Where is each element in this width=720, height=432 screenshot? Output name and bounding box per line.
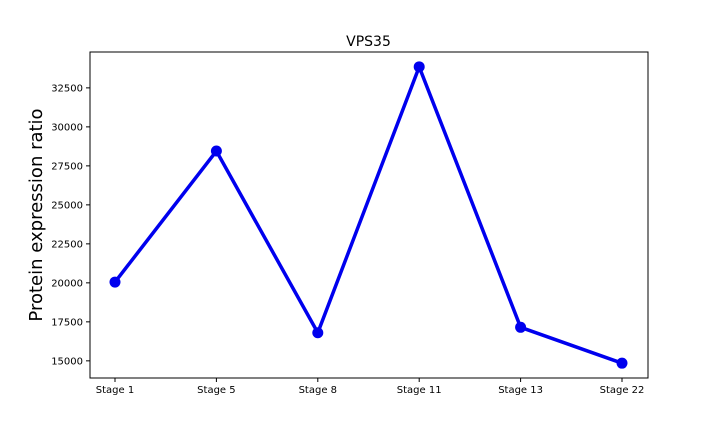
chart-title: VPS35 bbox=[346, 34, 391, 50]
x-axis-ticks: Stage 1 Stage 5 Stage 8 Stage 11 Stage 13 Sta… bbox=[96, 378, 645, 396]
y-tick-label: 27500 bbox=[51, 161, 83, 172]
x-tick-label: Stage 13 bbox=[498, 385, 543, 396]
data-point bbox=[413, 61, 425, 73]
x-tick-label: Stage 5 bbox=[197, 385, 235, 396]
data-point bbox=[616, 357, 628, 369]
data-point bbox=[312, 327, 324, 339]
series-line bbox=[113, 61, 623, 365]
y-tick-label: 32500 bbox=[51, 83, 83, 94]
x-tick-label: Stage 8 bbox=[299, 385, 337, 396]
x-tick-label: Stage 11 bbox=[397, 385, 442, 396]
y-axis-label: Protein expression ratio bbox=[26, 108, 47, 321]
data-point bbox=[109, 276, 121, 288]
y-tick-label: 20000 bbox=[51, 278, 83, 289]
y-tick-label: 25000 bbox=[51, 200, 83, 211]
y-tick-label: 15000 bbox=[51, 356, 83, 367]
data-point bbox=[515, 321, 527, 333]
y-tick-label: 30000 bbox=[51, 122, 83, 133]
plot-frame bbox=[89, 51, 649, 379]
y-tick-label: 22500 bbox=[51, 239, 83, 250]
y-tick-label: 17500 bbox=[51, 317, 83, 328]
x-tick-label: Stage 1 bbox=[96, 385, 134, 396]
series-group bbox=[109, 61, 628, 369]
y-axis-ticks: 15000 17500 20000 22500 25000 27500 30000 32500 bbox=[51, 83, 90, 367]
x-tick-label: Stage 22 bbox=[600, 385, 645, 396]
data-point bbox=[210, 145, 222, 157]
